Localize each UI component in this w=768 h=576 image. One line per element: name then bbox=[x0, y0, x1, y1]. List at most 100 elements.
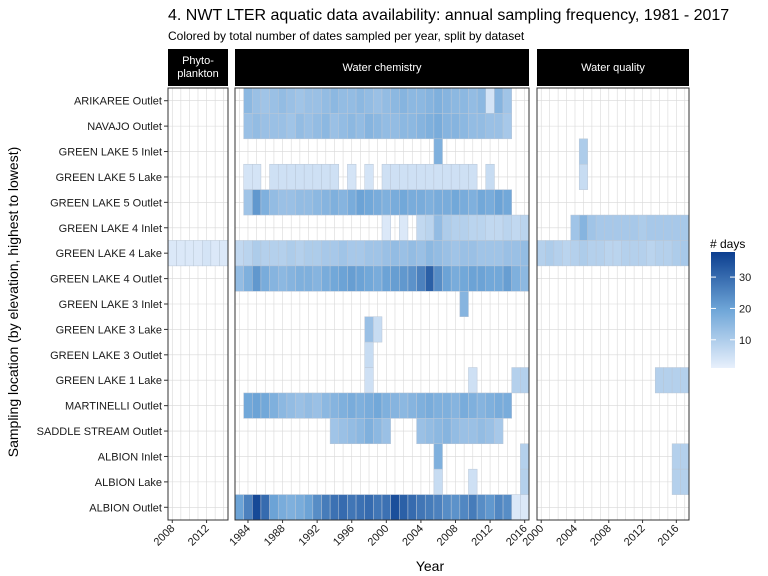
tile-navajo-outlet-2009 bbox=[459, 113, 469, 140]
tile-green-lake-4-inlet-2008 bbox=[604, 214, 614, 241]
tile-albion-outlet-2002 bbox=[399, 494, 409, 521]
tile-saddle-stream-outlet-1995 bbox=[338, 418, 348, 445]
tile-navajo-outlet-1987 bbox=[269, 113, 279, 140]
tile-martinelli-outlet-2000 bbox=[381, 392, 391, 419]
tile-arikaree-outlet-1994 bbox=[329, 87, 340, 114]
tile-navajo-outlet-1994 bbox=[329, 113, 340, 140]
y-tick-label: GREEN LAKE 5 Outlet bbox=[50, 197, 162, 209]
tile-albion-outlet-2007 bbox=[442, 494, 452, 521]
tile-green-lake-4-lake-1984 bbox=[243, 240, 253, 267]
tile-albion-outlet-2005 bbox=[424, 494, 435, 521]
tile-green-lake-4-lake-2015 bbox=[663, 240, 673, 267]
tile-albion-outlet-2009 bbox=[459, 494, 469, 521]
tile-navajo-outlet-2008 bbox=[450, 113, 461, 140]
tile-green-lake-4-inlet-2005 bbox=[578, 214, 588, 241]
tile-green-lake-4-lake-2014 bbox=[502, 240, 512, 267]
tile-albion-outlet-1988 bbox=[277, 494, 288, 521]
tile-arikaree-outlet-1996 bbox=[347, 87, 357, 114]
tile-green-lake-4-lake-2016 bbox=[671, 240, 681, 267]
tile-green-lake-5-outlet-1990 bbox=[295, 189, 305, 216]
tile-green-lake-4-lake-2010 bbox=[184, 240, 194, 267]
y-tick-labels: ARIKAREE Outlet NAVAJO Outlet GREEN LAKE 5… bbox=[37, 96, 168, 514]
tile-martinelli-outlet-2001 bbox=[390, 392, 400, 419]
tile-albion-lake-2006 bbox=[433, 468, 443, 495]
tile-arikaree-outlet-2008 bbox=[450, 87, 461, 114]
tile-green-lake-5-lake-2009 bbox=[459, 163, 469, 190]
tile-martinelli-outlet-2013 bbox=[494, 392, 504, 419]
tile-saddle-stream-outlet-2009 bbox=[459, 418, 469, 445]
tile-arikaree-outlet-2002 bbox=[399, 87, 409, 114]
x-tick-label: 2016 bbox=[656, 523, 682, 549]
tile-albion-outlet-1997 bbox=[355, 494, 365, 521]
tile-navajo-outlet-1986 bbox=[260, 113, 270, 140]
tile-albion-lake-2016 bbox=[671, 468, 681, 495]
tile-albion-inlet-2017 bbox=[680, 443, 690, 470]
panel-strip bbox=[168, 49, 228, 86]
legend-tick-label: 10 bbox=[739, 335, 751, 347]
tile-arikaree-outlet-2011 bbox=[476, 87, 487, 114]
tile-green-lake-4-outlet-1993 bbox=[321, 265, 331, 292]
tile-martinelli-outlet-2008 bbox=[450, 392, 461, 419]
tile-arikaree-outlet-1988 bbox=[277, 87, 288, 114]
tile-green-lake-5-outlet-2002 bbox=[399, 189, 409, 216]
tile-arikaree-outlet-1984 bbox=[243, 87, 253, 114]
tile-green-lake-4-outlet-2015 bbox=[511, 265, 521, 292]
tile-arikaree-outlet-1998 bbox=[364, 87, 374, 114]
tile-green-lake-4-lake-2016 bbox=[520, 240, 530, 267]
tile-navajo-outlet-1999 bbox=[373, 113, 383, 140]
y-tick-label: ARIKAREE Outlet bbox=[74, 96, 162, 108]
tile-green-lake-4-outlet-2016 bbox=[520, 265, 530, 292]
tile-green-lake-4-lake-1992 bbox=[312, 240, 322, 267]
tile-albion-outlet-1996 bbox=[347, 494, 357, 521]
tile-green-lake-4-lake-2000 bbox=[536, 240, 546, 267]
tile-green-lake-5-lake-1988 bbox=[277, 163, 288, 190]
tile-green-lake-4-outlet-1990 bbox=[295, 265, 305, 292]
tile-navajo-outlet-1997 bbox=[355, 113, 365, 140]
tile-green-lake-5-outlet-1993 bbox=[321, 189, 331, 216]
tile-navajo-outlet-1995 bbox=[338, 113, 348, 140]
y-tick-label: GREEN LAKE 3 Outlet bbox=[50, 350, 162, 362]
tile-albion-outlet-2000 bbox=[381, 494, 391, 521]
tile-green-lake-1-lake-2016 bbox=[671, 367, 681, 394]
tile-martinelli-outlet-2014 bbox=[502, 392, 512, 419]
y-tick-label: GREEN LAKE 3 Lake bbox=[56, 324, 162, 336]
tile-navajo-outlet-1998 bbox=[364, 113, 374, 140]
tile-green-lake-4-outlet-2013 bbox=[494, 265, 504, 292]
tile-arikaree-outlet-2004 bbox=[416, 87, 426, 114]
tile-arikaree-outlet-1987 bbox=[269, 87, 279, 114]
tile-green-lake-4-inlet-2009 bbox=[459, 214, 469, 241]
tile-green-lake-4-outlet-1991 bbox=[303, 265, 314, 292]
tile-martinelli-outlet-1985 bbox=[252, 392, 262, 419]
tile-arikaree-outlet-1997 bbox=[355, 87, 365, 114]
tile-albion-outlet-1987 bbox=[269, 494, 279, 521]
tile-arikaree-outlet-1991 bbox=[303, 87, 314, 114]
tile-arikaree-outlet-2001 bbox=[390, 87, 400, 114]
tile-green-lake-5-outlet-2010 bbox=[468, 189, 478, 216]
y-axis-title: Sampling location (by elevation, highest… bbox=[5, 147, 21, 458]
tile-green-lake-5-lake-2003 bbox=[407, 163, 417, 190]
tile-arikaree-outlet-2000 bbox=[381, 87, 391, 114]
tile-albion-outlet-1986 bbox=[260, 494, 270, 521]
tile-green-lake-5-lake-2007 bbox=[442, 163, 452, 190]
tile-green-lake-5-outlet-2013 bbox=[494, 189, 504, 216]
tile-green-lake-4-inlet-2002 bbox=[399, 214, 409, 241]
tile-green-lake-4-outlet-1986 bbox=[260, 265, 270, 292]
tile-albion-outlet-2012 bbox=[485, 494, 495, 521]
chart-title: 4. NWT LTER aquatic data availability: a… bbox=[168, 7, 729, 24]
panel-grid bbox=[168, 88, 228, 520]
tile-green-lake-4-lake-2013 bbox=[210, 240, 220, 267]
x-tick-label: 1984 bbox=[227, 523, 253, 549]
tile-green-lake-4-inlet-2016 bbox=[671, 214, 681, 241]
tile-green-lake-4-lake-2011 bbox=[193, 240, 203, 267]
tile-martinelli-outlet-1989 bbox=[286, 392, 296, 419]
tile-green-lake-4-outlet-2000 bbox=[381, 265, 391, 292]
tile-green-lake-4-lake-1983 bbox=[234, 240, 244, 267]
x-axis-title: Year bbox=[416, 558, 445, 574]
tile-green-lake-4-lake-1996 bbox=[347, 240, 357, 267]
tile-navajo-outlet-2012 bbox=[485, 113, 495, 140]
tile-albion-outlet-1984 bbox=[243, 494, 253, 521]
tile-green-lake-4-lake-1991 bbox=[303, 240, 314, 267]
tile-green-lake-4-inlet-2011 bbox=[476, 214, 487, 241]
tile-albion-outlet-2010 bbox=[468, 494, 478, 521]
